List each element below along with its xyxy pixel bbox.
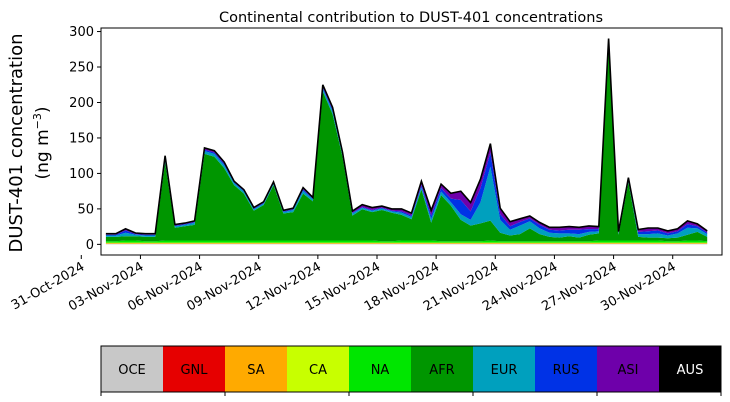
y-axis: 0 50 100 150 200 250 300: [69, 25, 101, 253]
legend-label-afr: AFR: [429, 363, 454, 378]
y-axis-unit-prefix: (ng m: [33, 129, 53, 179]
y-axis-label-line1: DUST-401 concentration: [6, 33, 27, 252]
legend-swatch-rus: [535, 346, 597, 392]
plot-frame: [100, 27, 723, 256]
legend-swatch-ca: [287, 346, 349, 392]
legend-swatch-oce: [101, 346, 163, 392]
legend-label-sa: SA: [247, 363, 264, 378]
legend-swatch-aus: [659, 346, 721, 392]
chart-title: Continental contribution to DUST-401 con…: [219, 10, 603, 26]
y-axis-label-line2: (ng m−3): [31, 106, 53, 179]
legend-label-gnl: GNL: [180, 363, 208, 378]
legend-swatch-sa: [225, 346, 287, 392]
legend-swatch-na: [349, 346, 411, 392]
y-tick-label: 50: [77, 202, 94, 217]
legend-label-ca: CA: [309, 363, 327, 378]
y-tick-label: 300: [69, 25, 94, 40]
legend-frame: [100, 345, 722, 393]
y-axis-unit-suffix: ): [33, 106, 53, 113]
legend-label-na: NA: [371, 363, 390, 378]
legend-label-oce: OCE: [118, 363, 146, 378]
y-tick-label: 150: [69, 131, 94, 146]
stacked-areas: [105, 38, 708, 245]
y-tick-label: 200: [69, 96, 94, 111]
area-afr: [105, 43, 708, 242]
legend: OCE GNL SA CA NA AFR EUR RUS ASI AUS: [100, 345, 722, 396]
legend-swatch-afr: [411, 346, 473, 392]
area-na: [105, 240, 708, 243]
y-tick-label: 0: [86, 238, 94, 253]
legend-label-rus: RUS: [553, 363, 580, 378]
legend-swatch-asi: [597, 346, 659, 392]
legend-label-eur: EUR: [491, 363, 518, 378]
area-ca: [105, 242, 708, 244]
y-tick-label: 100: [69, 167, 94, 182]
legend-label-asi: ASI: [618, 363, 639, 378]
legend-swatch-gnl: [163, 346, 225, 392]
legend-label-aus: AUS: [677, 363, 704, 378]
total-concentration-line: [105, 38, 708, 235]
legend-swatch-eur: [473, 346, 535, 392]
x-axis: 31-Oct-202403-Nov-202406-Nov-202409-Nov-…: [9, 255, 679, 314]
y-axis-unit-exponent: −3: [31, 113, 44, 129]
y-tick-label: 250: [69, 61, 94, 76]
